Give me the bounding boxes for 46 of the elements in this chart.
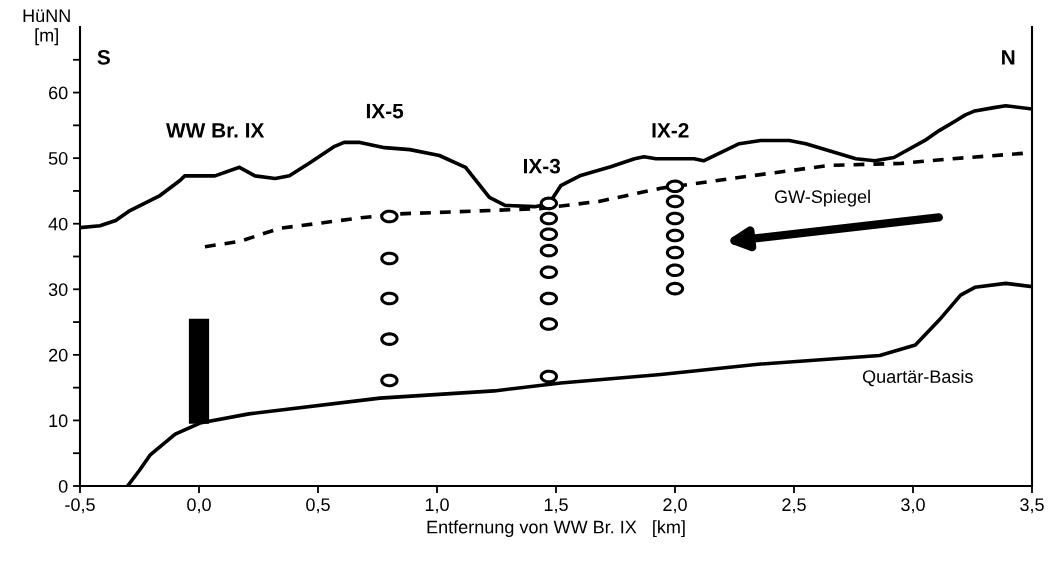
point (380, 373, 399, 388)
x-tick-label: 1,0 (425, 498, 449, 514)
point (539, 291, 559, 306)
point (539, 211, 559, 226)
annotation: GW-Spiegel (774, 189, 870, 207)
point (665, 228, 685, 243)
x-tick-label: -0,5 (65, 498, 95, 514)
point (380, 332, 399, 346)
y-axis-title: HüNN [m] (23, 9, 70, 46)
annotation: S (97, 49, 110, 65)
annotation: WW Br. IX (166, 123, 265, 138)
point (665, 281, 685, 296)
annotation: Quartär-Basis (862, 369, 973, 387)
point (665, 179, 685, 194)
point (539, 317, 559, 331)
point (539, 265, 559, 280)
point (539, 227, 559, 241)
y-tick-label: 40 (48, 217, 68, 231)
y-tick-label: 10 (49, 414, 68, 428)
annotation: IX-5 (366, 103, 404, 119)
point (380, 251, 399, 266)
point (539, 243, 559, 258)
x-axis-title: Entfernung von WW Br. IX [km] (427, 520, 685, 538)
point (539, 196, 559, 211)
point (665, 263, 685, 278)
y-tick-label: 30 (48, 283, 68, 297)
y-tick-label: 50 (48, 152, 68, 165)
y-tick-label: 0 (58, 479, 68, 493)
x-tick-label: 3,0 (901, 498, 925, 514)
point (665, 194, 685, 209)
point (665, 245, 685, 260)
annotation: IX-2 (652, 122, 689, 138)
x-tick-label: 2,0 (663, 498, 687, 514)
point (380, 291, 399, 306)
point (539, 369, 559, 384)
annotation: IX-3 (524, 158, 561, 174)
x-tick-label: 0,0 (187, 498, 211, 514)
point (380, 209, 399, 224)
point (665, 211, 685, 226)
y-tick-label: 20 (49, 348, 68, 362)
y-tick-label: 60 (49, 86, 68, 100)
x-tick-label: 3,5 (1020, 498, 1044, 514)
x-tick-label: 1,5 (544, 498, 568, 514)
annotation: N (1002, 50, 1015, 65)
x-tick-label: 2,5 (782, 498, 806, 514)
x-tick-label: 0,5 (306, 498, 330, 514)
